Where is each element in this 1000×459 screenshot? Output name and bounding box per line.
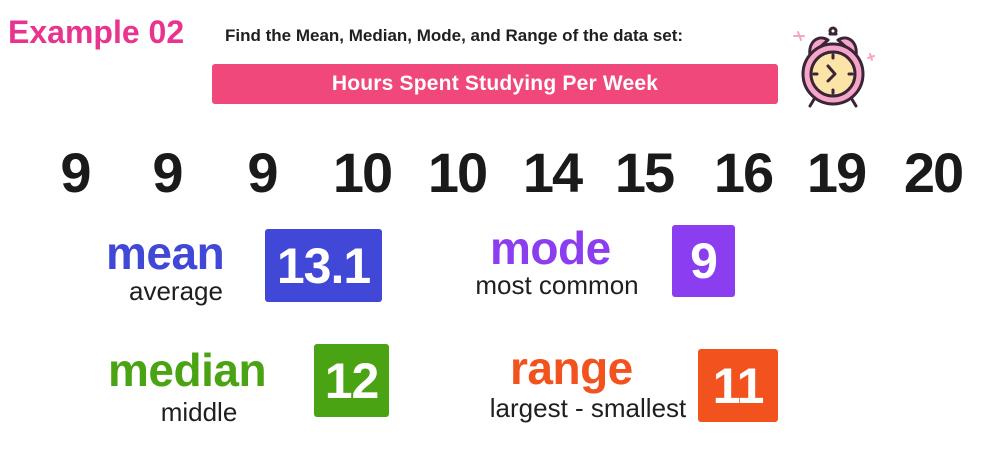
data-value: 14: [522, 141, 583, 204]
data-value: 15: [614, 141, 675, 204]
data-value: 19: [806, 141, 867, 204]
range-description: largest - smallest: [489, 393, 687, 423]
data-value: 10: [332, 141, 393, 204]
range-value-box: 11: [698, 349, 778, 422]
mean-label: mean: [106, 227, 225, 279]
data-value: 10: [427, 141, 488, 204]
median-value-box: 12: [314, 344, 389, 417]
example-label: Example 02: [8, 14, 185, 50]
median-label: median: [108, 344, 267, 396]
mode-value-box: 9: [672, 225, 735, 297]
alarm-clock-icon: [790, 18, 880, 114]
mean-value-box: 13.1: [265, 229, 382, 302]
data-value: 16: [713, 141, 774, 204]
mode-label: mode: [490, 222, 611, 274]
data-set-title-banner: Hours Spent Studying Per Week: [212, 64, 778, 104]
instructions-text: Find the Mean, Median, Mode, and Range o…: [225, 26, 684, 45]
data-value: 9: [152, 141, 183, 204]
mode-description: most common: [475, 270, 639, 300]
data-value: 9: [60, 141, 91, 204]
data-set-values: 9 9 9 10 10 14 15 16 19 20: [0, 138, 1000, 208]
data-value: 9: [247, 141, 278, 204]
median-description: middle: [160, 397, 238, 427]
range-label: range: [510, 342, 633, 394]
mean-description: average: [129, 276, 223, 306]
data-value: 20: [903, 141, 964, 204]
